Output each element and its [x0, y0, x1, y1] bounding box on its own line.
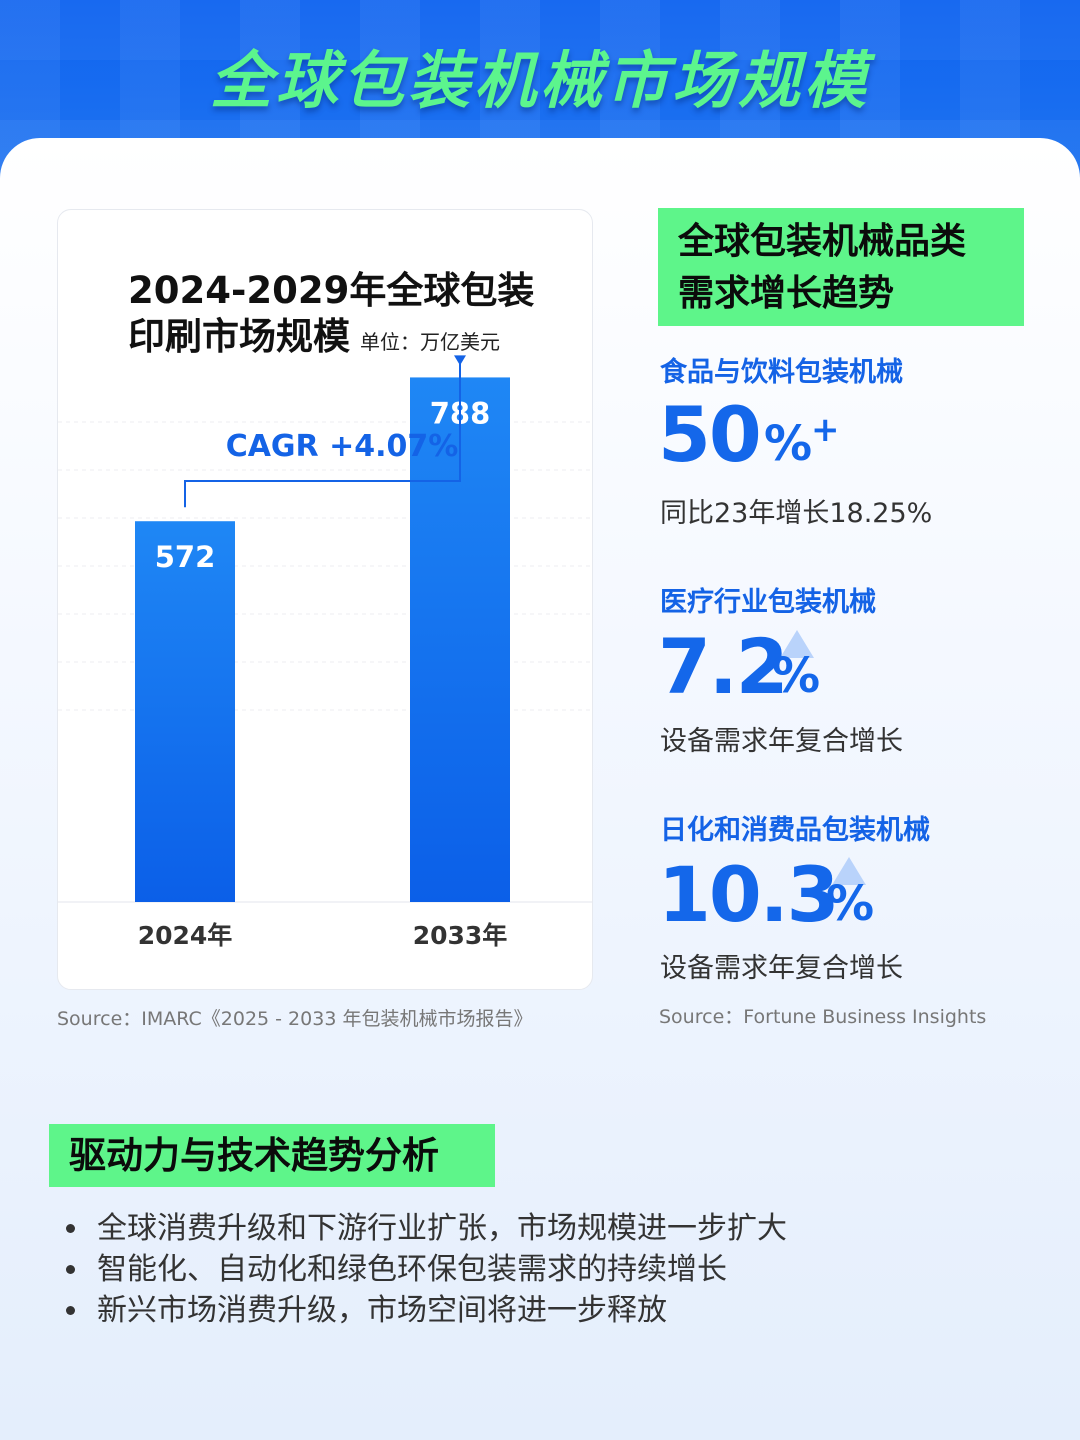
trends-title-box: 全球包装机械品类 需求增长趋势 [658, 208, 1024, 326]
up-arrow-icon [832, 857, 866, 885]
bullet-text: 智能化、自动化和绿色环保包装需求的持续增长 [97, 1252, 727, 1287]
chart-card: 572 2024年 788 2033年 CAGR +4.07% 2024-2029年全… [57, 209, 593, 990]
bar [135, 521, 235, 902]
chart-unit: 单位：万亿美元 [360, 330, 500, 354]
trend-plus-food: + [811, 410, 840, 450]
trend-desc-food: 同比23年增长18.25% [660, 498, 933, 529]
x-tick-label: 2033年 [413, 921, 508, 950]
page-title: 全球包装机械市场规模 [209, 44, 870, 117]
chart-title-text: 2024-2029年全球包装印刷市场规模 [128, 269, 535, 358]
trend-pct-medical: % [772, 648, 821, 704]
trend-value-consumer: 10.3 [658, 850, 840, 939]
list-item: 全球消费升级和下游行业扩张，市场规模进一步扩大 [66, 1208, 1026, 1249]
bullet-icon [66, 1306, 75, 1315]
list-item: 智能化、自动化和绿色环保包装需求的持续增长 [66, 1249, 1026, 1290]
drivers-list: 全球消费升级和下游行业扩张，市场规模进一步扩大 智能化、自动化和绿色环保包装需求… [66, 1208, 1026, 1331]
trend-desc-medical: 设备需求年复合增长 [660, 726, 903, 757]
chart-source: Source：IMARC《2025 - 2033 年包装机械市场报告》 [57, 1008, 533, 1030]
trends-title-line1: 全球包装机械品类 [678, 221, 967, 262]
bullet-icon [66, 1224, 75, 1233]
trend-pct-consumer: % [826, 876, 875, 932]
trend-value-food: 50 [658, 390, 762, 479]
up-arrow-icon [780, 630, 814, 658]
cagr-connector [184, 359, 461, 508]
drivers-title: 驱动力与技术趋势分析 [49, 1124, 495, 1187]
bullet-icon [66, 1265, 75, 1274]
cagr-label: CAGR +4.07% [226, 429, 459, 464]
trend-desc-consumer: 设备需求年复合增长 [660, 953, 903, 984]
trend-label-medical: 医疗行业包装机械 [660, 587, 876, 618]
trends-title-line2: 需求增长趋势 [678, 273, 895, 314]
x-tick-label: 2024年 [138, 921, 233, 950]
trends-source: Source：Fortune Business Insights [659, 1006, 987, 1028]
list-item: 新兴市场消费升级，市场空间将进一步释放 [66, 1290, 1026, 1331]
trend-value-medical: 7.2 [658, 622, 789, 711]
chart-title: 2024-2029年全球包装印刷市场规模 单位：万亿美元 [128, 268, 548, 365]
trend-label-consumer: 日化和消费品包装机械 [660, 815, 930, 846]
bar-value-label: 572 [155, 540, 216, 574]
bullet-text: 全球消费升级和下游行业扩张，市场规模进一步扩大 [97, 1211, 787, 1246]
bullet-text: 新兴市场消费升级，市场空间将进一步释放 [97, 1293, 667, 1328]
trend-pct-food: % [764, 416, 813, 472]
trend-label-food: 食品与饮料包装机械 [660, 357, 903, 388]
arrow-down-icon [454, 355, 466, 366]
